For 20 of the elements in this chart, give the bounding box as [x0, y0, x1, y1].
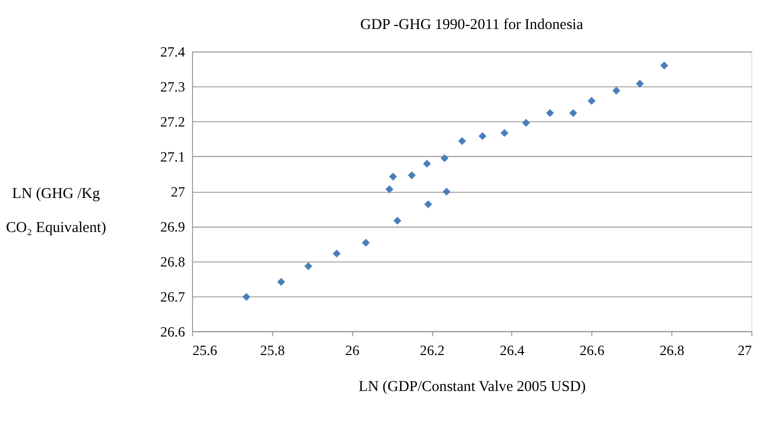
y-tick-label: 27.2	[160, 114, 186, 131]
y-tick-label: 26.7	[160, 289, 186, 306]
y-tick-label: 26.8	[160, 254, 186, 270]
y-tick-label: 27.3	[160, 80, 186, 96]
y-tick-label: 27.4	[160, 44, 186, 61]
x-tick-label: 27	[738, 343, 752, 360]
y-tick-label: 27.1	[160, 150, 186, 166]
x-tick-label: 26.6	[580, 343, 604, 360]
y-tick-label: 27	[170, 184, 186, 201]
x-tick-label: 26	[345, 343, 360, 360]
y-tick-label: 26.9	[160, 219, 186, 236]
chart-title: GDP -GHG 1990-2011 for Indonesia	[360, 16, 584, 33]
y-axis-title: LN (GHG /Kg CO₂ Equivalent)	[6, 186, 106, 236]
x-tick-label: 25.8	[260, 343, 285, 360]
x-tick-label: 25.6	[192, 343, 218, 360]
x-tick-label: 26.2	[420, 343, 445, 360]
y-tick-label: 26.6	[160, 324, 186, 340]
x-tick-label: 26.8	[660, 343, 684, 360]
x-axis-title: LN (GDP/Constant Valve 2005 USD)	[358, 378, 586, 395]
x-tick-label: 26.4	[500, 343, 524, 360]
